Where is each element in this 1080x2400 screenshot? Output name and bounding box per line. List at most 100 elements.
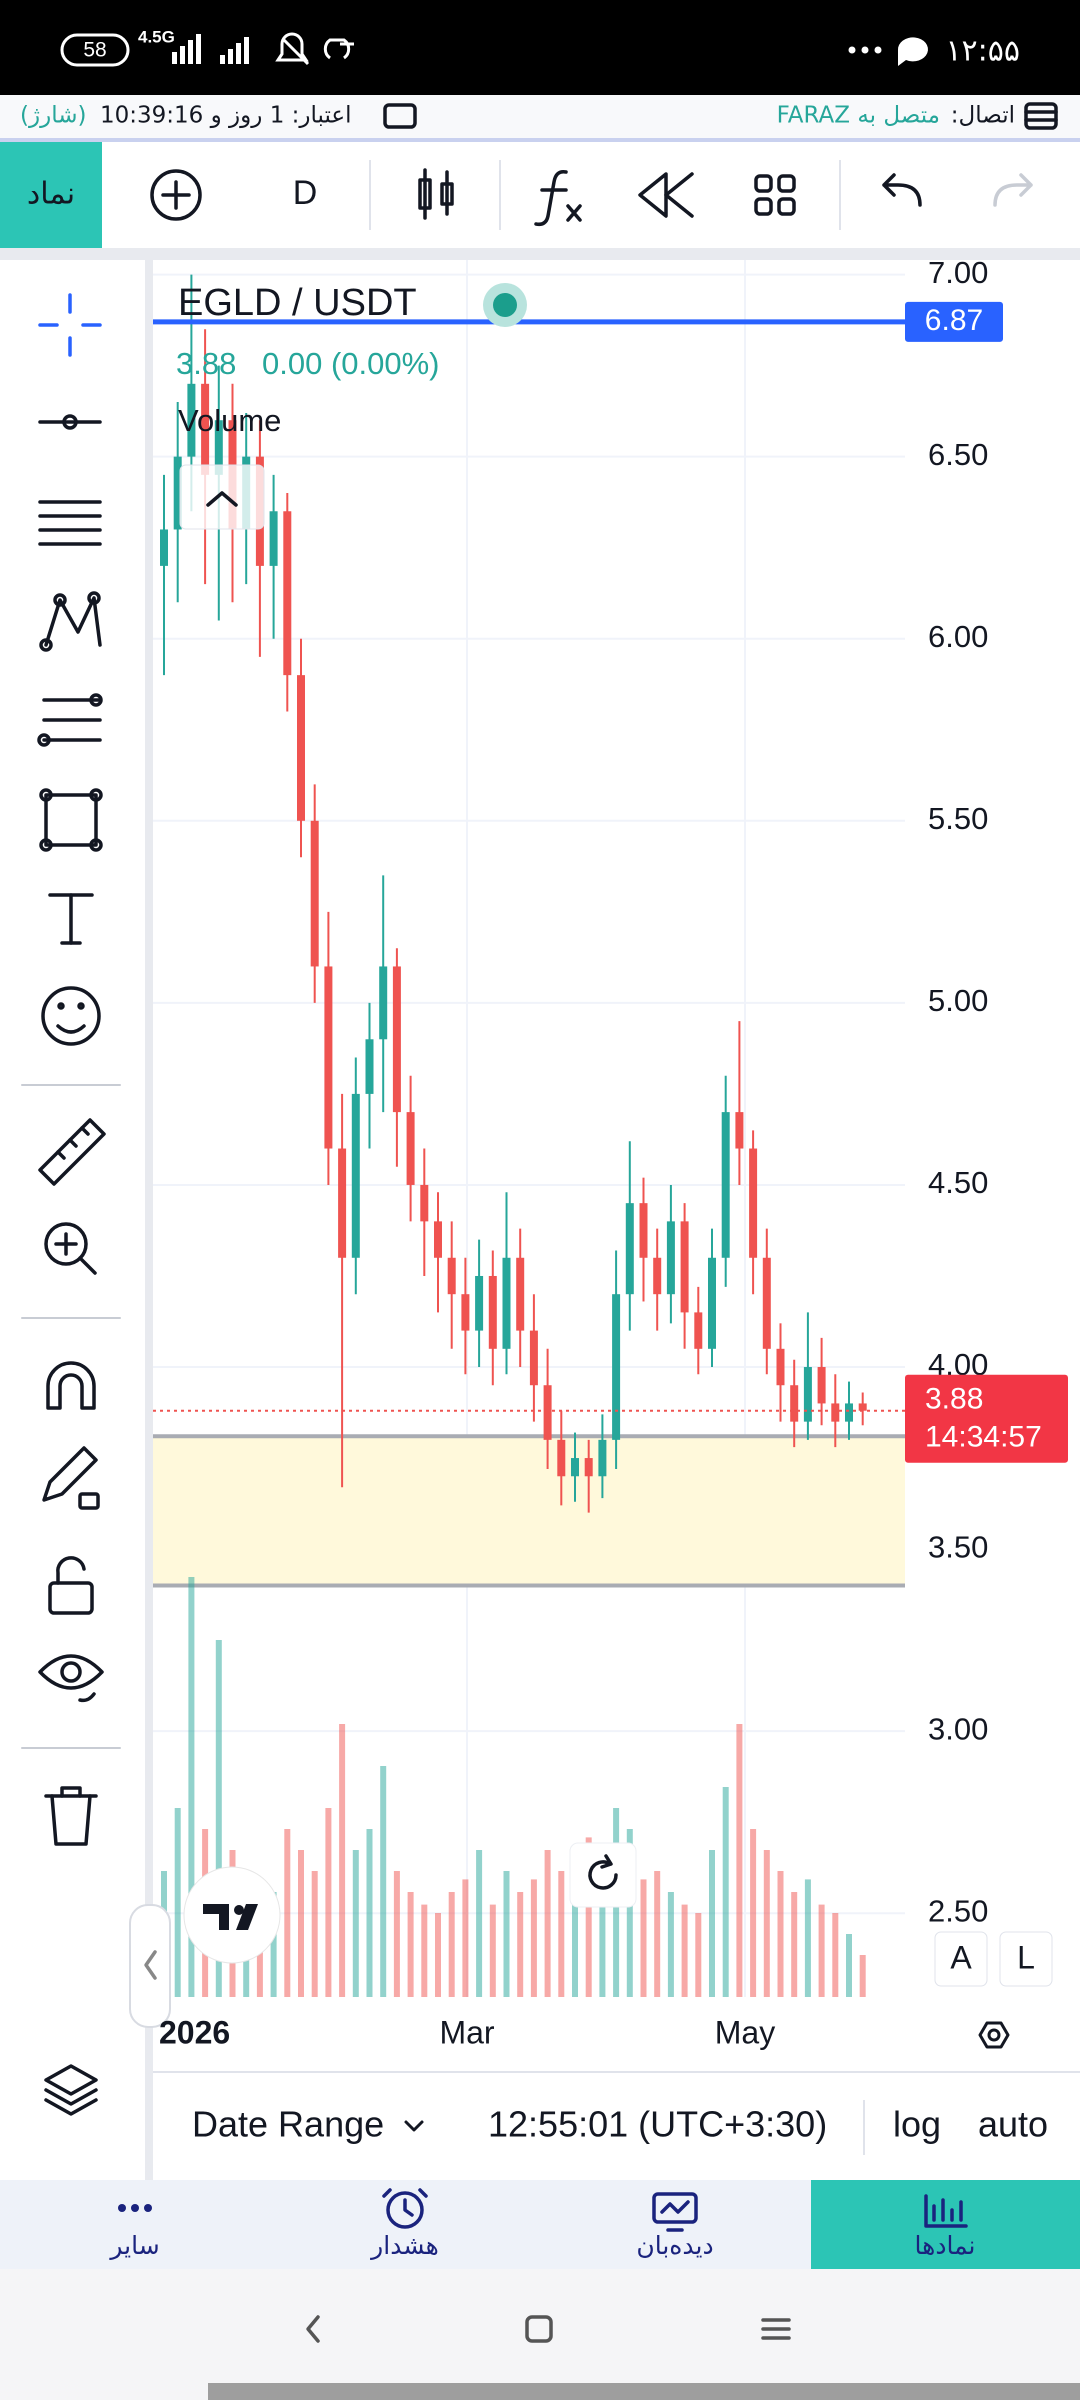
date-range[interactable]: Date Range: [192, 2104, 384, 2145]
crosshair-tool[interactable]: [38, 293, 102, 357]
nav-tab[interactable]: دیده‌بان: [636, 2231, 713, 2260]
volume-bar: [654, 1871, 661, 1997]
volume-bar: [407, 1892, 414, 1997]
divider: [0, 138, 1080, 142]
candle-body: [201, 383, 210, 475]
reset-button[interactable]: [569, 1842, 637, 1908]
delete-tool[interactable]: [44, 1786, 98, 1846]
object-tree-tool[interactable]: [44, 2064, 98, 2116]
signal-icons: [172, 34, 249, 64]
y-tick-label: 6.00: [928, 619, 988, 654]
zoom-tool[interactable]: [44, 1222, 97, 1275]
volume-bar: [750, 1829, 757, 1997]
candle-body: [160, 529, 168, 566]
nav-tab[interactable]: نمادها: [915, 2231, 976, 2260]
volume-bar: [804, 1879, 811, 1997]
volume-bar: [339, 1724, 346, 1997]
candle-body: [790, 1385, 799, 1422]
volume-bar: [174, 1808, 181, 1997]
x-tick-label: 2026: [159, 2014, 230, 2050]
logo-mark: [203, 1904, 258, 1930]
horizontal-line-label: 6.87: [925, 304, 983, 337]
volume-bar: [558, 1871, 565, 1997]
emoji-tool[interactable]: [41, 986, 101, 1046]
logo-dot: [234, 1905, 244, 1915]
volume-bar: [380, 1766, 387, 1997]
indicators-button[interactable]: [534, 169, 582, 227]
connection-status: متصل به FARAZ: [777, 103, 940, 129]
home-button[interactable]: [525, 2315, 553, 2343]
candle-body: [858, 1403, 867, 1411]
candle-body: [447, 1257, 456, 1295]
settings-button[interactable]: [978, 2021, 1010, 2049]
candle-body: [283, 511, 292, 676]
reset-icon: [588, 1854, 618, 1890]
countdown: 14:34:57: [925, 1421, 1042, 1454]
collapse-legend[interactable]: [179, 464, 265, 530]
collapse-toolbar[interactable]: [129, 1904, 171, 2028]
text-tool[interactable]: [48, 893, 94, 945]
candle-body: [653, 1257, 662, 1295]
lock-drawings-tool[interactable]: [42, 1446, 100, 1510]
divider: [0, 248, 1080, 260]
volume-bar: [284, 1829, 291, 1997]
scale-l[interactable]: L: [1017, 1939, 1035, 1975]
candle-body: [420, 1184, 429, 1222]
volume-bar: [681, 1904, 688, 1997]
volume-bar: [311, 1871, 318, 1997]
log-toggle[interactable]: log: [893, 2104, 941, 2145]
recents-button[interactable]: [761, 2318, 791, 2340]
symbol-title: EGLD / USDT: [178, 282, 417, 324]
parallel-tool[interactable]: [38, 500, 102, 546]
interval-button[interactable]: D: [293, 174, 318, 212]
volume-bar: [722, 1787, 729, 1997]
clock-timezone[interactable]: 12:55:01 (UTC+3:30): [488, 2104, 827, 2145]
symbol-button-label[interactable]: نماد: [27, 177, 75, 212]
candle-body: [516, 1257, 525, 1331]
pattern-tool[interactable]: [39, 591, 102, 652]
auto-toggle[interactable]: auto: [978, 2104, 1048, 2145]
back-button[interactable]: [306, 2315, 320, 2343]
candle-body: [762, 1257, 771, 1349]
chart-type-button[interactable]: [418, 168, 454, 220]
add-button[interactable]: [150, 169, 202, 221]
candle-body: [379, 966, 388, 1040]
visibility-tool[interactable]: [38, 1654, 104, 1703]
nav-tab[interactable]: هشدار: [369, 2231, 439, 2260]
network-type: 4.5G: [138, 27, 175, 46]
volume-bar: [777, 1871, 784, 1997]
replay-button[interactable]: [638, 172, 694, 218]
rectangle-tool[interactable]: [39, 788, 103, 852]
scale-l-button[interactable]: [999, 1931, 1053, 1987]
candle-body: [324, 966, 333, 1149]
candle-body: [845, 1403, 853, 1422]
lock-tool[interactable]: [48, 1556, 94, 1615]
undo-button[interactable]: [882, 173, 922, 207]
ruler-tool[interactable]: [38, 1118, 106, 1186]
line-tool[interactable]: [38, 414, 102, 430]
x-tick-label: Mar: [439, 2014, 494, 2050]
link-icon: [323, 38, 354, 60]
scale-a-button[interactable]: [934, 1931, 988, 1987]
scale-a[interactable]: A: [950, 1939, 972, 1975]
grid: [153, 260, 905, 1997]
magnet-tool[interactable]: [46, 1361, 96, 1410]
candle-body: [365, 1039, 374, 1094]
volume-bar: [832, 1913, 839, 1997]
nav-tab[interactable]: سایر: [108, 2231, 159, 2260]
candle-body: [735, 1112, 744, 1149]
volume-bar: [585, 1837, 592, 1997]
mute-icon: [275, 32, 310, 66]
layout-button[interactable]: [754, 174, 796, 216]
candle-body: [557, 1439, 566, 1477]
fib-tool[interactable]: [37, 693, 103, 747]
candle-body: [776, 1348, 785, 1386]
market-status[interactable]: [493, 293, 517, 317]
candle-body: [434, 1221, 442, 1258]
redo-button[interactable]: [993, 173, 1033, 207]
price-change: 0.00 (0.00%): [262, 346, 440, 381]
logo[interactable]: [183, 1866, 281, 1964]
symbol-button[interactable]: [0, 142, 102, 248]
candle-body: [680, 1221, 689, 1313]
